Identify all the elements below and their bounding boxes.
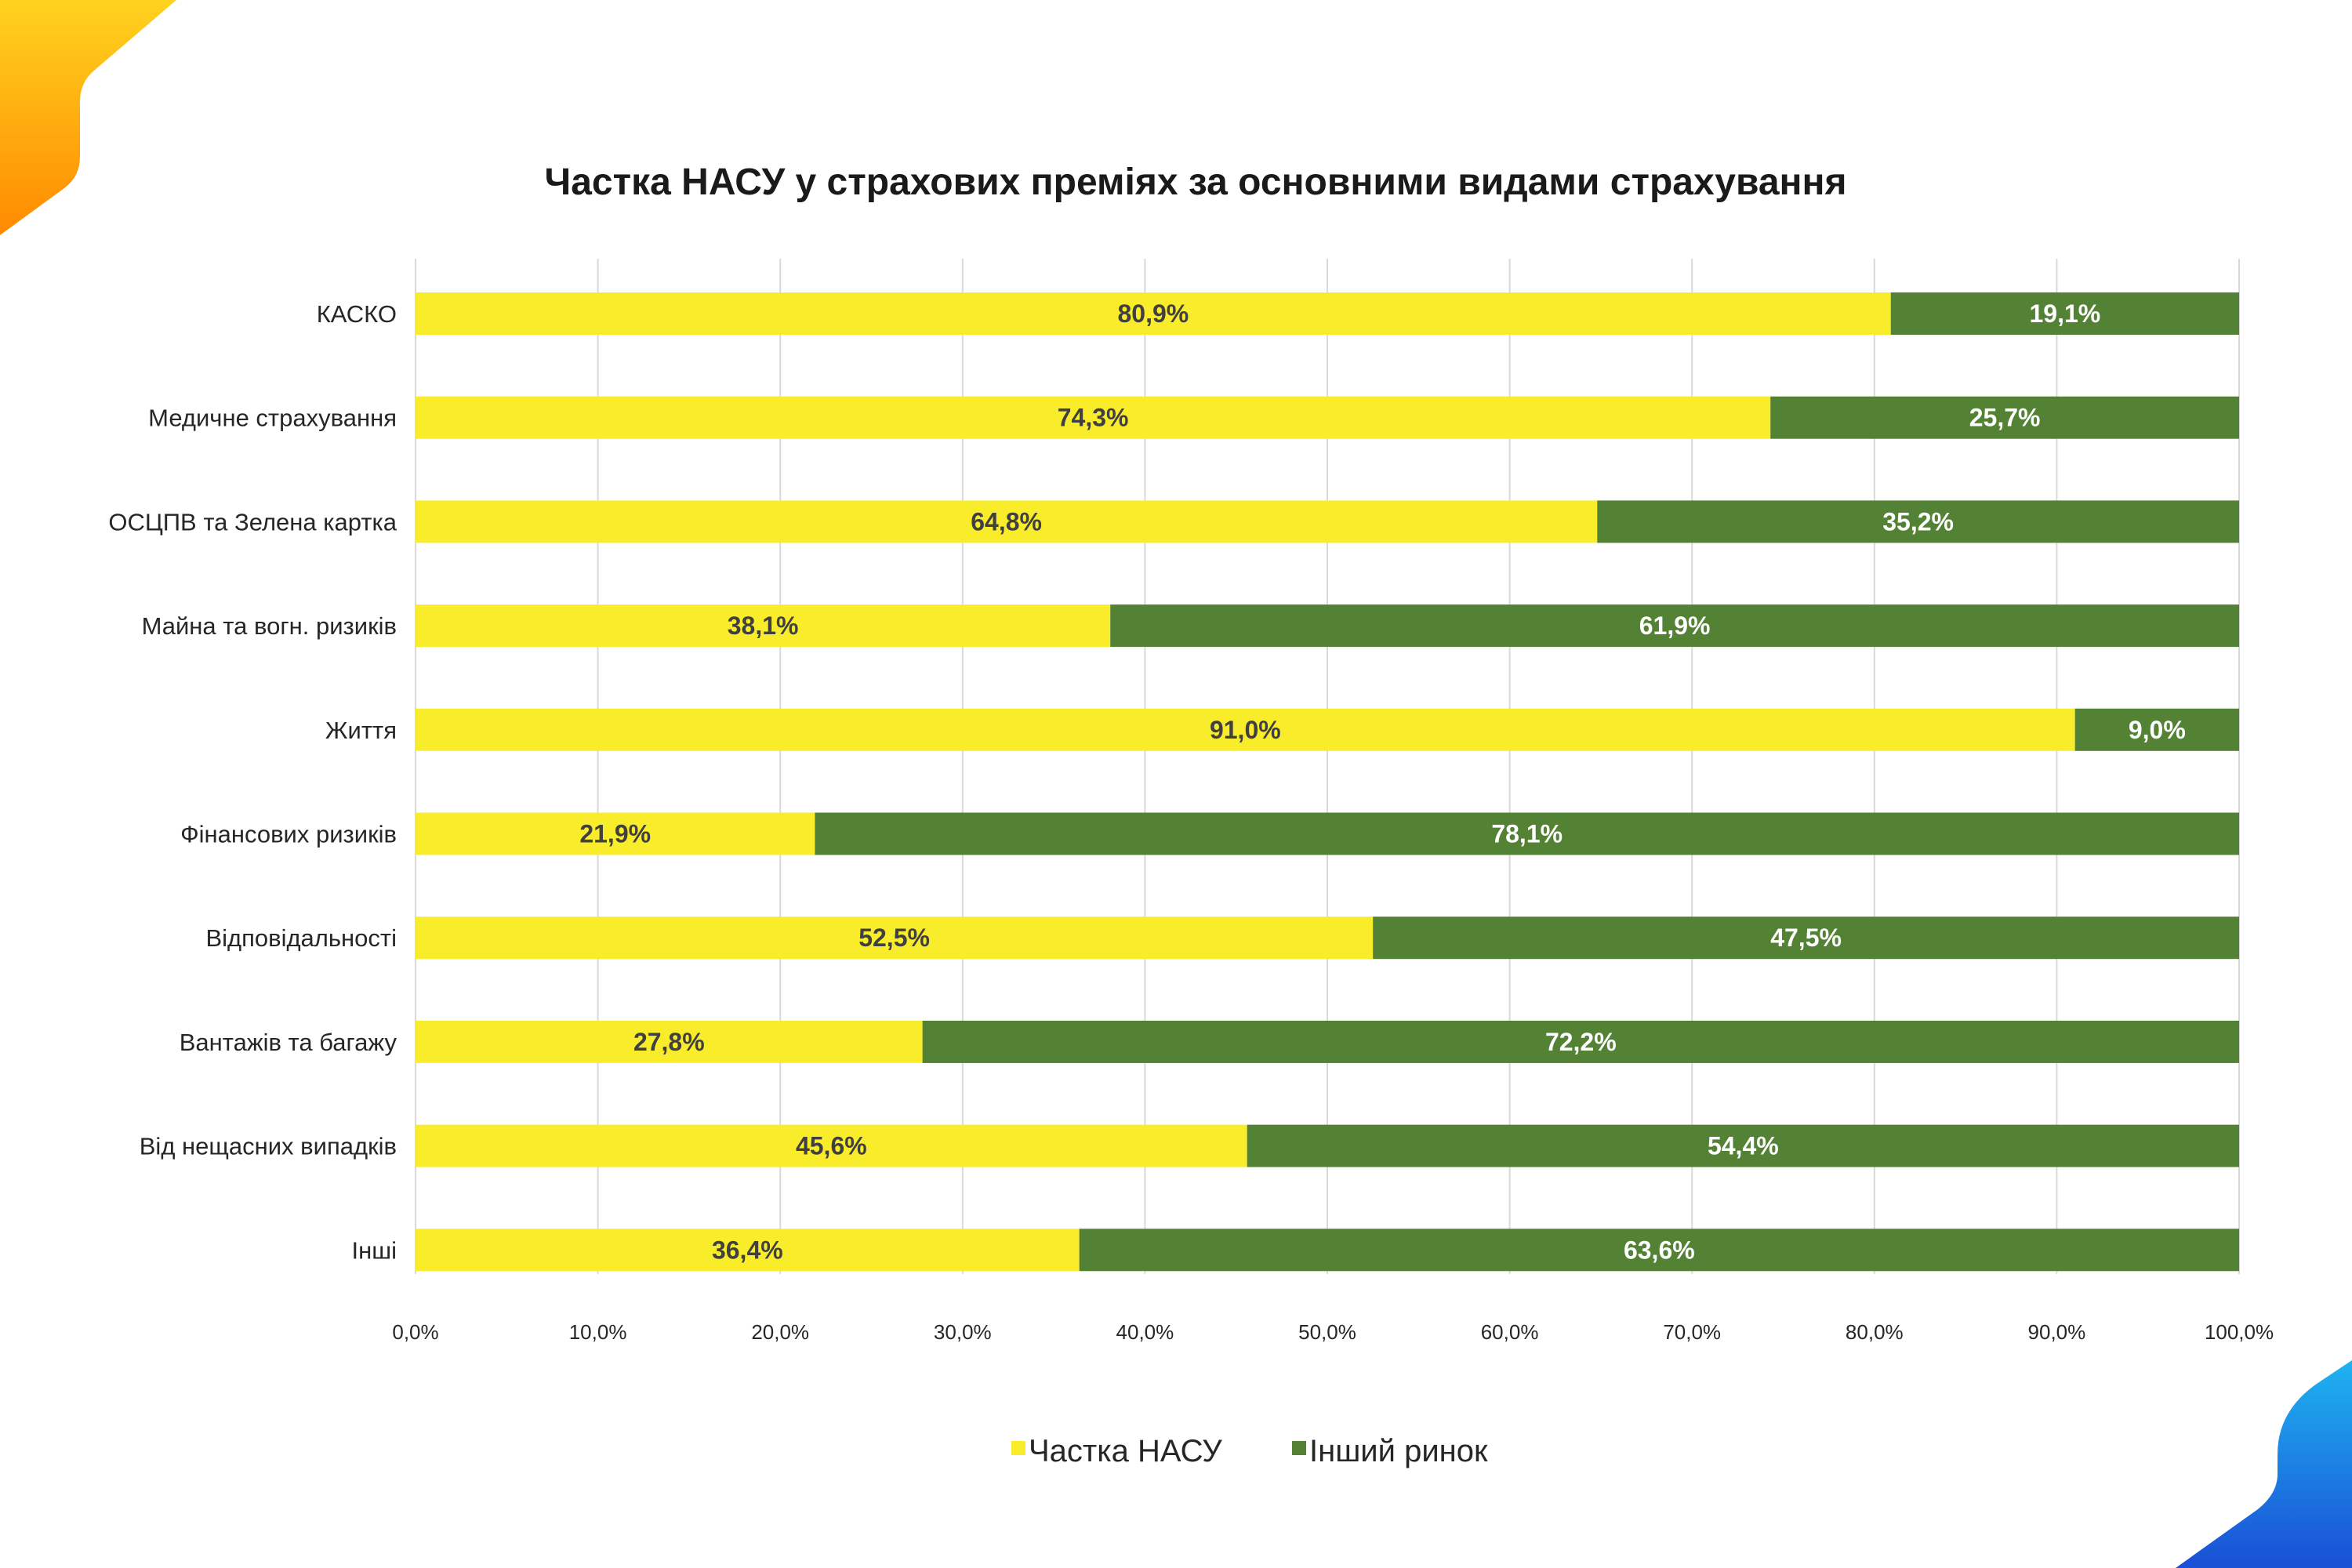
data-label: 9,0% — [2129, 716, 2186, 744]
x-tick-label: 0,0% — [392, 1320, 438, 1344]
x-tick-label: 80,0% — [1846, 1320, 1904, 1344]
bar-segment — [2074, 708, 2239, 751]
category-label: Вантажів та багажу — [180, 1029, 397, 1056]
legend-label: Інший ринок — [1309, 1434, 1488, 1468]
data-label: 74,3% — [1058, 404, 1129, 432]
corner-decoration-bottom-right — [2176, 1360, 2352, 1568]
data-label: 61,9% — [1639, 612, 1711, 640]
x-tick-label: 10,0% — [569, 1320, 627, 1344]
bar-segment — [416, 916, 1374, 960]
category-label: Відповідальності — [205, 924, 397, 952]
bar-segment — [416, 1229, 1080, 1272]
data-label: 27,8% — [633, 1028, 705, 1056]
category-label: Від нещасних випадків — [140, 1133, 397, 1160]
category-label: КАСКО — [317, 300, 397, 328]
category-label: ОСЦПВ та Зелена картка — [108, 508, 397, 535]
x-tick-label: 20,0% — [751, 1320, 809, 1344]
bar-segment — [1890, 292, 2239, 335]
bar-segment — [815, 812, 2239, 855]
data-label: 78,1% — [1491, 820, 1563, 848]
x-tick-label: 100,0% — [2205, 1320, 2274, 1344]
data-label: 35,2% — [1882, 507, 1954, 535]
legend-marker-icon — [1011, 1441, 1025, 1455]
bar-segment — [416, 292, 1891, 335]
x-tick-label: 60,0% — [1481, 1320, 1539, 1344]
bar-segment — [416, 500, 1598, 543]
data-label: 36,4% — [712, 1236, 783, 1264]
data-label: 80,9% — [1117, 299, 1189, 328]
data-label: 64,8% — [971, 507, 1042, 535]
data-label: 25,7% — [1969, 404, 2041, 432]
category-label: Майна та вогн. ризиків — [142, 612, 397, 640]
legend-marker-icon — [1292, 1441, 1306, 1455]
data-label: 38,1% — [728, 612, 799, 640]
data-label: 54,4% — [1708, 1132, 1779, 1160]
x-tick-label: 30,0% — [934, 1320, 992, 1344]
bar-segment — [1597, 500, 2239, 543]
legend-label: Частка НАСУ — [1029, 1434, 1222, 1468]
data-label: 21,9% — [579, 820, 651, 848]
data-label: 63,6% — [1624, 1236, 1695, 1264]
bar-segment — [416, 1124, 1247, 1167]
x-tick-label: 70,0% — [1663, 1320, 1721, 1344]
bar-segment — [1373, 916, 2239, 960]
category-labels: КАСКО Медичне страхування ОСЦПВ та Зелена … — [108, 300, 397, 1264]
data-label: 45,6% — [796, 1132, 867, 1160]
bar-segment — [1770, 396, 2239, 439]
data-label: 91,0% — [1210, 716, 1281, 744]
bar-segment — [416, 812, 815, 855]
x-tick-label: 90,0% — [2028, 1320, 2086, 1344]
category-label: Фінансових ризиків — [180, 821, 397, 848]
bar-segment — [1079, 1229, 2239, 1272]
x-tick-label: 50,0% — [1298, 1320, 1356, 1344]
bar-segment — [416, 604, 1111, 648]
bar-segment — [416, 396, 1771, 439]
bar-segment — [1247, 1124, 2239, 1167]
x-tick-label: 40,0% — [1116, 1320, 1174, 1344]
data-label: 47,5% — [1770, 924, 1842, 952]
legend: Частка НАСУ Інший ринок — [1011, 1434, 1488, 1468]
x-axis-ticks: 0,0% 10,0% 20,0% 30,0% 40,0% 50,0% 60,0% 70,0% 8… — [392, 1320, 2274, 1344]
category-label: Інші — [352, 1236, 397, 1264]
bar-segment — [922, 1020, 2239, 1063]
data-label: 72,2% — [1545, 1028, 1617, 1056]
bars: 80,9% 19,1% 74,3% 25,7% 64,8% 35,2% 38,1% 61,9%… — [416, 292, 2239, 1272]
data-label: 52,5% — [858, 924, 930, 952]
category-label: Медичне страхування — [148, 405, 397, 432]
data-label: 19,1% — [2029, 299, 2100, 328]
bar-segment — [416, 708, 2075, 751]
bar-segment — [416, 1020, 923, 1063]
chart-title: Частка НАСУ у страхових преміях за основ… — [544, 162, 1846, 203]
bar-segment — [1110, 604, 2239, 648]
corner-decoration-top-left — [0, 0, 176, 235]
category-label: Життя — [325, 717, 397, 744]
